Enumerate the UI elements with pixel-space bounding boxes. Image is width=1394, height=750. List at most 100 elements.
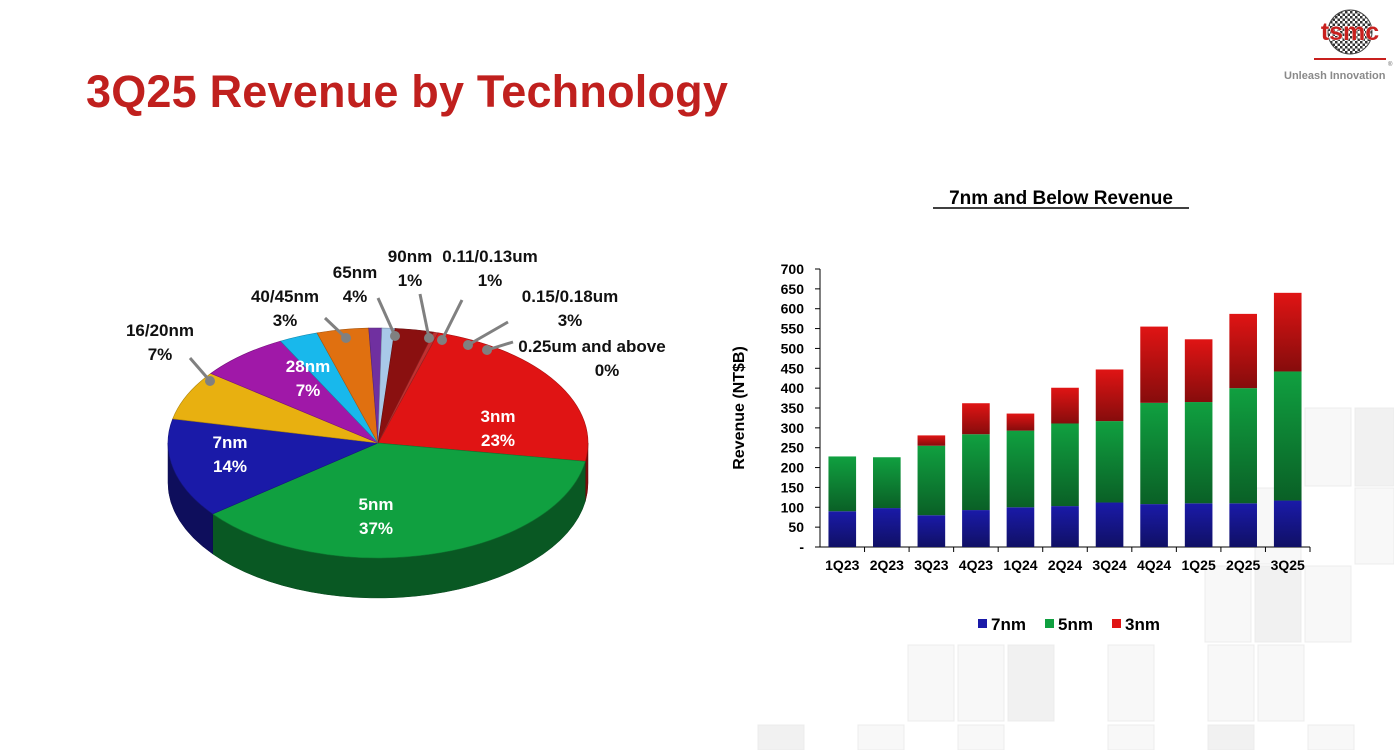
leader-dot-65nm	[390, 331, 400, 341]
y-tick-label: 650	[781, 281, 805, 297]
bar-3nm-3q23	[917, 435, 946, 446]
bar-3nm-4q24	[1140, 326, 1168, 403]
x-tick-label: 3Q23	[914, 557, 948, 573]
background-tile	[1107, 644, 1155, 722]
bar-5nm-2q23	[873, 457, 901, 509]
pie-label-40-45nm: 40/45nm	[251, 287, 319, 306]
x-tick-label: 1Q23	[825, 557, 859, 573]
bar-7nm-3q24	[1095, 502, 1124, 547]
y-tick-label: 250	[781, 440, 805, 456]
bar-5nm-3q24	[1095, 421, 1124, 503]
pie-pct-3nm: 23%	[481, 431, 515, 450]
leader-dot-40-45nm	[341, 333, 351, 343]
bar-7nm-4q24	[1140, 504, 1168, 547]
pie-slice-5nm	[212, 442, 586, 559]
y-tick-label: 500	[781, 340, 805, 356]
leader-line-0-11-0-13um	[440, 299, 464, 341]
bar-7nm-1q24	[1006, 507, 1035, 547]
y-tick-label: 550	[781, 321, 805, 337]
logo-wordmark: tsmc	[1321, 18, 1379, 46]
pie-pct-0-25um-and-above: 0%	[595, 361, 620, 380]
x-tick-label: 4Q23	[959, 557, 993, 573]
pie-label-90nm: 90nm	[388, 247, 432, 266]
pie-pct-65nm: 4%	[343, 287, 368, 306]
background-tile	[1207, 644, 1255, 722]
y-tick-label: 450	[781, 360, 805, 376]
bar-5nm-4q23	[962, 434, 990, 511]
y-tick-label: 300	[781, 420, 805, 436]
bar-5nm-2q25	[1229, 388, 1257, 504]
bar-5nm-3q23	[917, 445, 946, 516]
bar-5nm-2q24	[1051, 423, 1079, 507]
leader-line-0-15-0-18um	[467, 320, 509, 347]
pie-label-65nm: 65nm	[333, 263, 377, 282]
background-tile	[1207, 724, 1255, 750]
bar-7nm-3q23	[917, 515, 946, 547]
background-tile	[857, 724, 905, 750]
bar-3nm-2q25	[1229, 313, 1257, 389]
background-tile	[907, 644, 955, 722]
bar-7nm-2q23	[873, 508, 901, 547]
pie-label-16-20nm: 16/20nm	[126, 321, 194, 340]
bar-7nm-4q23	[962, 510, 990, 547]
pie-pct-0-15-0-18um: 3%	[558, 311, 583, 330]
legend-label-7nm: 7nm	[991, 615, 1026, 634]
pie-label-0-11-0-13um: 0.11/0.13um	[442, 247, 537, 266]
leader-dot-0-11-0-13um	[437, 335, 447, 345]
technology-pie-chart: 3nm 23% 5nm 37% 7nm 14% 16/20nm 7% 28nm 7% 40/45nm…	[126, 247, 666, 599]
y-tick-label: 400	[781, 380, 805, 396]
x-tick-label: 3Q25	[1271, 557, 1305, 573]
x-tick-label: 2Q25	[1226, 557, 1260, 573]
bar-7nm-2q24	[1051, 506, 1079, 547]
pie-pct-28nm: 7%	[296, 381, 321, 400]
bar-3nm-4q23	[962, 403, 990, 435]
bar-3nm-3q25	[1273, 292, 1302, 372]
pie-pct-16-20nm: 7%	[148, 345, 173, 364]
pie-label-5nm: 5nm	[359, 495, 394, 514]
background-tile	[1354, 487, 1394, 565]
background-tile	[1257, 644, 1305, 722]
leader-dot-0-25um-and-above	[482, 345, 492, 355]
y-tick-label: 600	[781, 301, 805, 317]
leader-line-90nm	[418, 293, 431, 339]
bar-chart-title: 7nm and Below Revenue	[949, 188, 1173, 209]
leader-line-65nm	[376, 297, 397, 337]
pie-label-3nm: 3nm	[481, 407, 516, 426]
y-tick-label: 100	[781, 499, 805, 515]
legend-label-3nm: 3nm	[1125, 615, 1160, 634]
bar-3nm-1q24	[1006, 413, 1035, 431]
pie-slice-7nm	[167, 418, 380, 515]
x-tick-label: 1Q25	[1182, 557, 1216, 573]
x-tick-label: 1Q24	[1003, 557, 1037, 573]
bar-5nm-3q25	[1273, 371, 1302, 501]
x-tick-label: 3Q24	[1092, 557, 1126, 573]
leader-dot-16-20nm	[205, 376, 215, 386]
pie-pct-90nm: 1%	[398, 271, 423, 290]
background-tile	[957, 724, 1005, 750]
legend-swatch-7nm	[978, 619, 987, 628]
background-tile	[1354, 407, 1394, 487]
bar-5nm-1q24	[1006, 430, 1035, 508]
bar-7nm-2q25	[1229, 503, 1257, 547]
y-tick-label: 150	[781, 479, 805, 495]
advanced-node-bar-chart: 7nm and Below Revenue Revenue (NT$B) - 50…	[731, 188, 1311, 634]
pie-slice-0-25um-and-above	[377, 331, 439, 444]
bar-5nm-1q23	[828, 456, 857, 512]
logo-tagline: Unleash Innovation	[1284, 70, 1386, 82]
leader-dot-90nm	[424, 333, 434, 343]
bar-3nm-1q25	[1184, 339, 1213, 403]
y-tick-label: 350	[781, 400, 805, 416]
y-tick-label: 700	[781, 261, 805, 277]
background-tile	[757, 724, 805, 750]
y-tick-label: 50	[788, 519, 804, 535]
pie-pct-7nm: 14%	[213, 457, 247, 476]
legend-label-5nm: 5nm	[1058, 615, 1093, 634]
y-tick-label: 200	[781, 460, 805, 476]
tsmc-logo-mark: tsmc ®	[1314, 9, 1393, 68]
x-tick-label: 2Q24	[1048, 557, 1082, 573]
pie-pct-5nm: 37%	[359, 519, 393, 538]
wafer-icon	[1327, 9, 1373, 55]
registered-mark: ®	[1388, 61, 1393, 68]
y-tick-label: -	[799, 539, 804, 555]
background-tile	[1307, 724, 1355, 750]
